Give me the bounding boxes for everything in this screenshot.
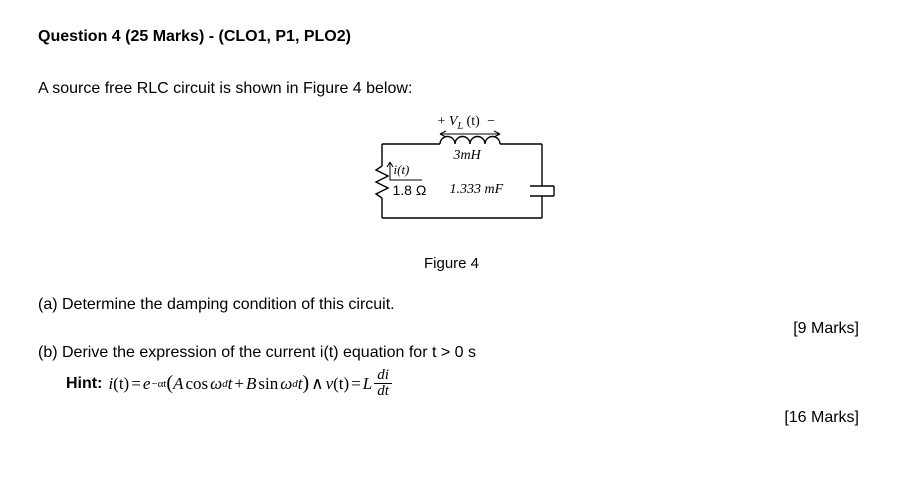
capacitor-value-label: 1.333 mF [450, 182, 504, 198]
resistor-value-label: 1.8 Ω [393, 182, 427, 198]
part-b-hint: Hint: i(t) = e−αt ( A cos ωdt + B sin ωd… [66, 368, 865, 399]
circuit-figure: + VL (t) − 3mH i(t) 1.8 Ω 1.333 mF [322, 114, 582, 244]
current-label: i(t) [394, 162, 410, 178]
figure-container: + VL (t) − 3mH i(t) 1.8 Ω 1.333 mF [38, 114, 865, 249]
inductor-voltage-label: + VL (t) − [438, 114, 496, 132]
part-b-text: (b) Derive the expression of the current… [38, 344, 865, 362]
question-title: Question 4 (25 Marks) - (CLO1, P1, PLO2) [38, 28, 865, 46]
circuit-svg [322, 114, 582, 244]
part-b-marks: [16 Marks] [38, 409, 865, 427]
question-page: Question 4 (25 Marks) - (CLO1, P1, PLO2)… [0, 0, 903, 453]
inductor-value-label: 3mH [454, 148, 481, 164]
part-a-marks: [9 Marks] [38, 320, 865, 338]
figure-caption: Figure 4 [38, 255, 865, 272]
part-a-text: (a) Determine the damping condition of t… [38, 296, 865, 314]
hint-label: Hint: [66, 375, 102, 393]
question-intro: A source free RLC circuit is shown in Fi… [38, 80, 865, 98]
hint-equation: i(t) = e−αt ( A cos ωdt + B sin ωdt ) ∧ … [108, 368, 393, 399]
